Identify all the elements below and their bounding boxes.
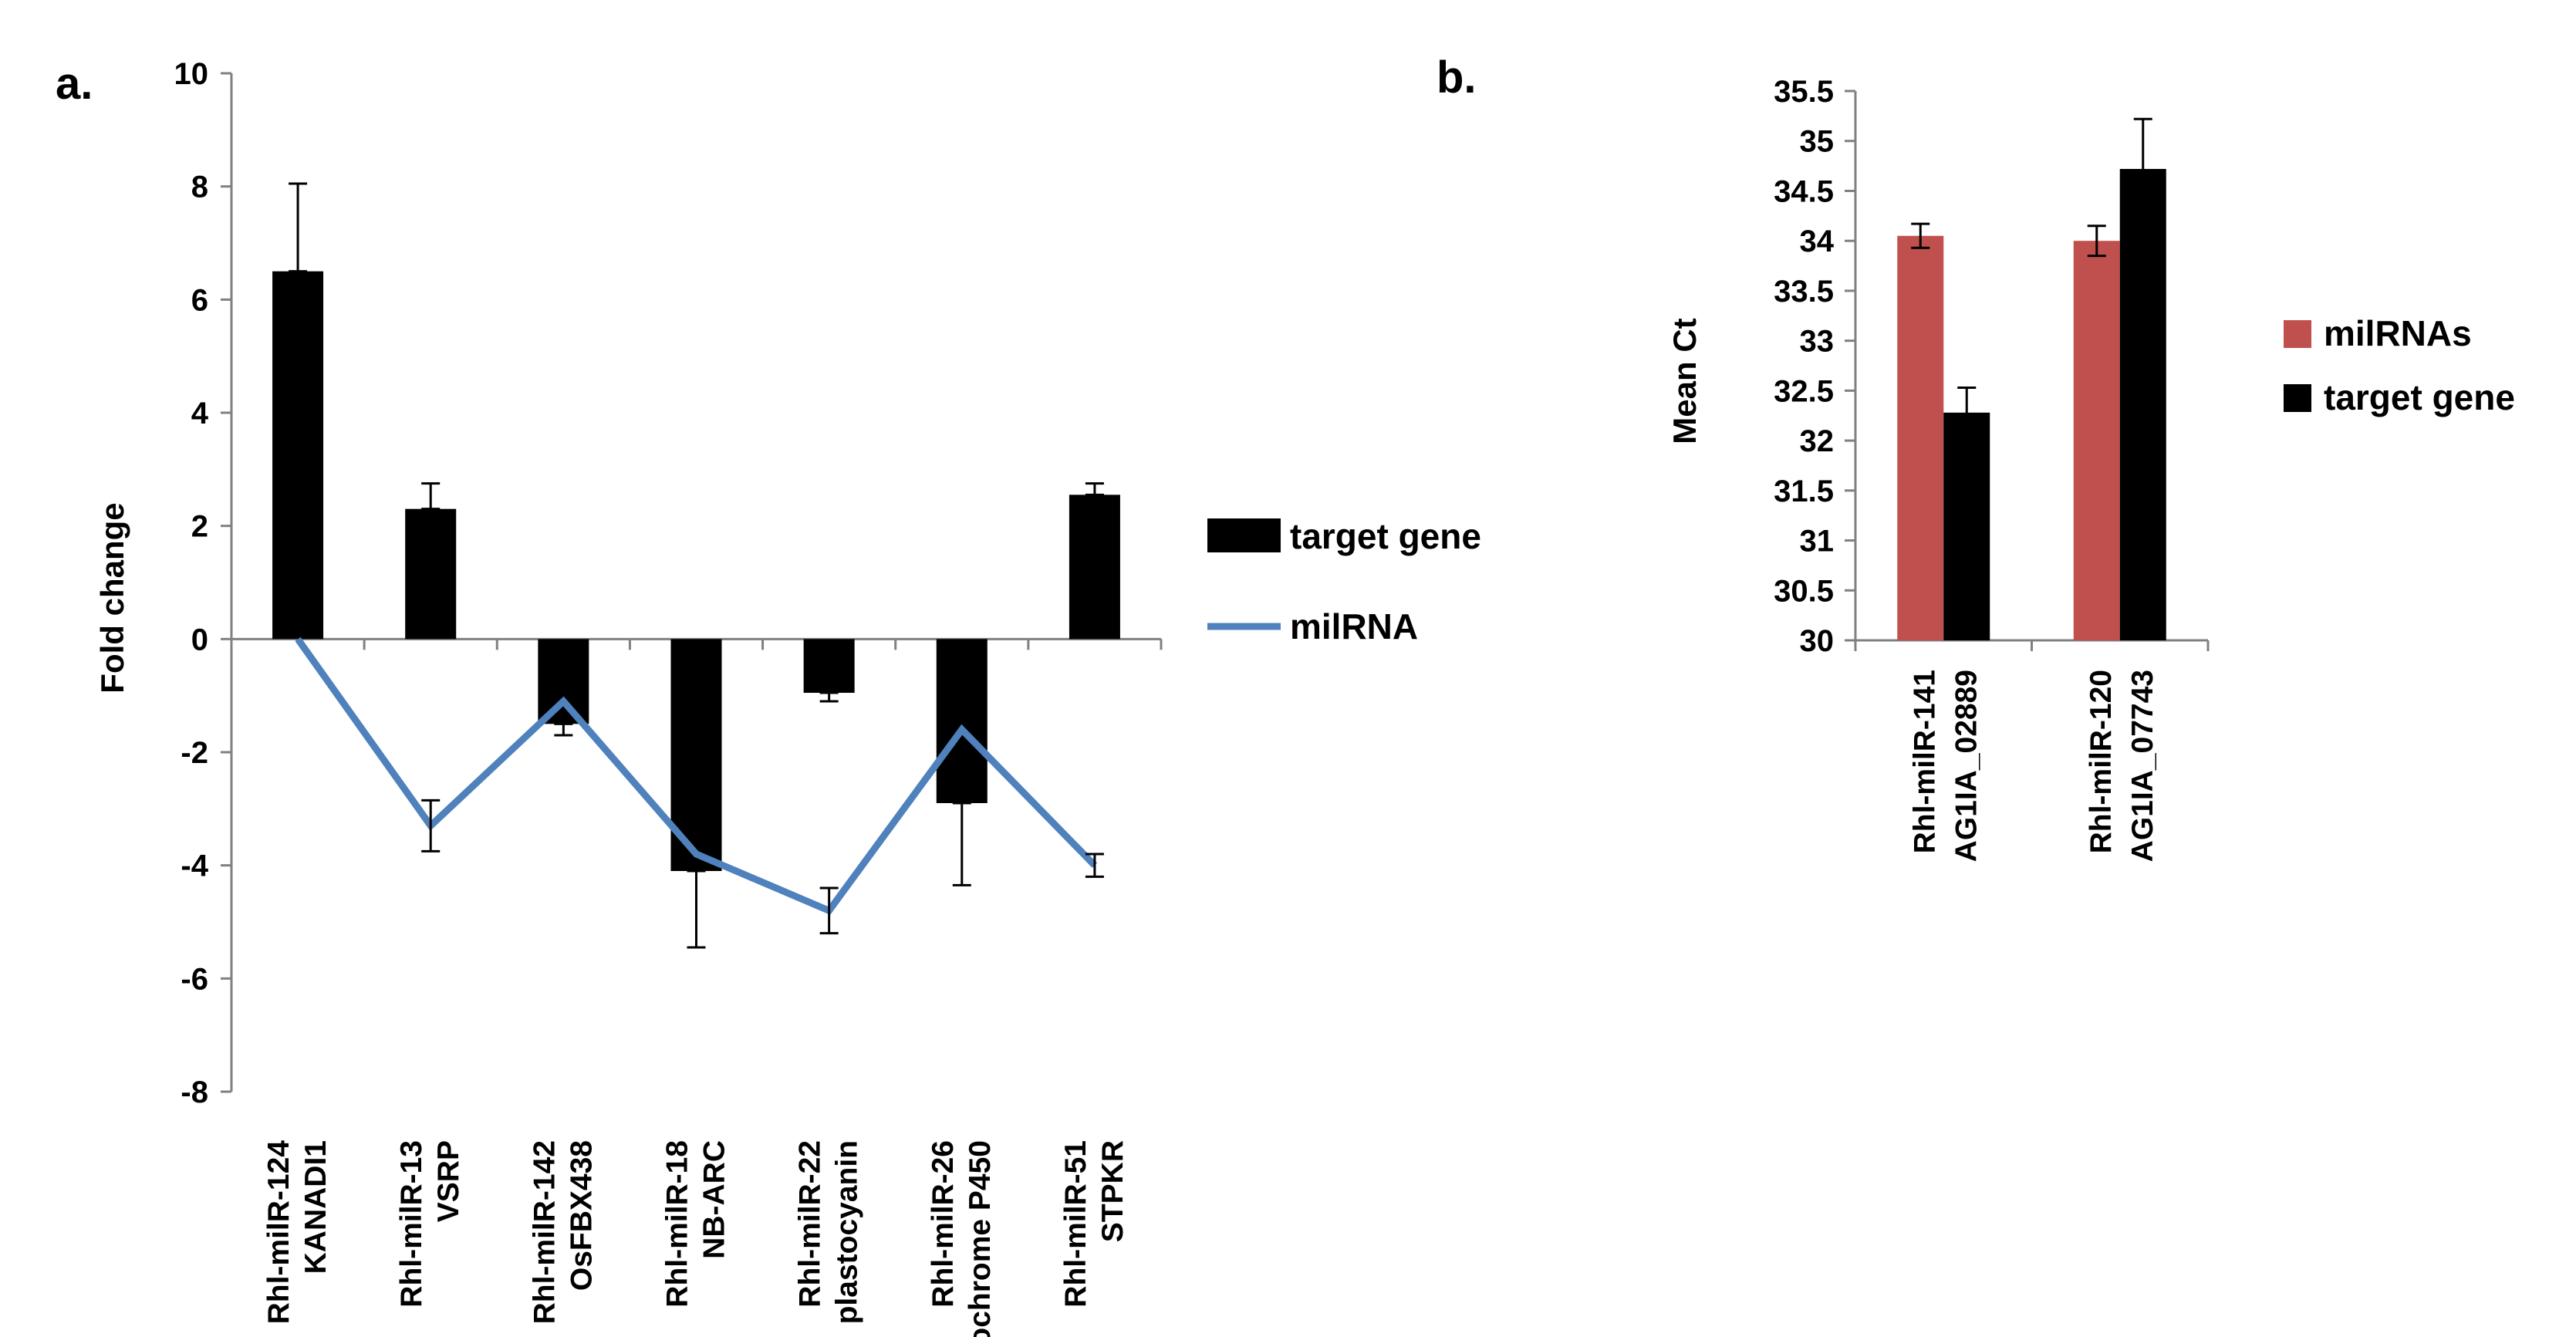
chart-b: 35.5 35 34.5 34 33.5 33 32.5 32 31.5 31 30.5 30 Mean… — [1666, 75, 2515, 862]
legend-swatch-target-gene — [1207, 518, 1281, 552]
y-tick-label: 33 — [1800, 325, 1835, 359]
y-tick-label: -4 — [181, 849, 208, 883]
y-tick-label: 10 — [174, 57, 209, 91]
y-tick-label: 0 — [191, 623, 208, 657]
milrnas-bar — [2073, 241, 2120, 640]
category-label-line1: Rhl-milR-124 — [262, 1140, 295, 1325]
y-tick-label: 32.5 — [1774, 374, 1834, 408]
category-label-line2: STPKR — [1096, 1140, 1129, 1242]
y-tick-label: 8 — [191, 171, 208, 204]
y-tick-label: 31.5 — [1774, 474, 1834, 508]
y-tick-label: 35.5 — [1774, 75, 1834, 109]
category-label-line1: Rhl-milR-26 — [927, 1140, 960, 1308]
legend-label-target-gene: target gene — [1290, 516, 1481, 556]
y-tick-label: -2 — [181, 736, 208, 770]
y-axis-title: Fold change — [94, 502, 130, 693]
category-label-line2: AG1IA_07743 — [2126, 670, 2159, 862]
category-label-line2: AG1IA_02889 — [1950, 670, 1983, 862]
milrnas-bar — [1897, 235, 1944, 640]
y-tick-label: 34.5 — [1774, 174, 1834, 208]
y-tick-label: 32 — [1800, 424, 1835, 458]
target-gene-bar — [936, 639, 988, 803]
category-label-line2: KANADI1 — [299, 1140, 333, 1274]
panel-b-label: b. — [1437, 52, 1477, 103]
legend-label-milrnas: milRNAs — [2324, 313, 2472, 353]
y-tick-label: 35 — [1800, 125, 1835, 159]
category-label-line2: plastocyanin — [831, 1140, 864, 1324]
target-gene-bar — [2119, 168, 2166, 640]
legend-swatch-milrnas — [2284, 320, 2311, 348]
y-tick-label: -8 — [181, 1075, 208, 1109]
y-tick-label: 2 — [191, 510, 208, 544]
target-gene-bar — [1943, 412, 1990, 640]
category-label-line1: Rhl-milR-13 — [395, 1140, 428, 1308]
target-gene-bar — [803, 639, 855, 693]
y-tick-label: 6 — [191, 283, 208, 317]
target-gene-bar — [405, 508, 457, 640]
category-label-line1: Rhl-milR-22 — [794, 1140, 827, 1308]
category-label-line1: Rhl-milR-51 — [1059, 1140, 1092, 1308]
legend-swatch-target-gene — [2284, 384, 2311, 412]
target-gene-bar — [538, 639, 589, 724]
target-gene-bar — [1069, 495, 1120, 640]
y-tick-label: 31 — [1800, 525, 1835, 559]
legend-label-milrna: milRNA — [1290, 606, 1418, 647]
category-label-line1: Rhl-milR-120 — [2085, 670, 2118, 853]
y-tick-label: 33.5 — [1774, 275, 1834, 309]
category-label-line2: OsFBX438 — [565, 1140, 598, 1291]
y-tick-label: 30 — [1800, 624, 1835, 658]
y-tick-label: 30.5 — [1774, 574, 1834, 608]
chart-a: 10 8 6 4 2 0 -2 -4 -6 -8 Fold change Rhl-milR-124 KA… — [94, 57, 1481, 1337]
y-tick-label: 34 — [1800, 225, 1835, 258]
category-label-line1: Rhl-milR-142 — [528, 1140, 561, 1324]
category-label-line2: Cytochrome P450 — [964, 1140, 997, 1337]
category-label-line2: VSRP — [432, 1140, 465, 1222]
y-tick-label: -6 — [181, 962, 208, 996]
category-label-line1: Rhl-milR-18 — [661, 1140, 694, 1308]
y-tick-label: 4 — [191, 397, 209, 430]
y-axis-title: Mean Ct — [1666, 318, 1703, 444]
category-label-line2: NB-ARC — [698, 1140, 731, 1259]
category-label-line1: Rhl-milR-141 — [1908, 670, 1941, 853]
legend-label-target-gene: target gene — [2324, 377, 2515, 417]
target-gene-bar — [272, 271, 324, 640]
panel-a-label: a. — [56, 59, 93, 109]
